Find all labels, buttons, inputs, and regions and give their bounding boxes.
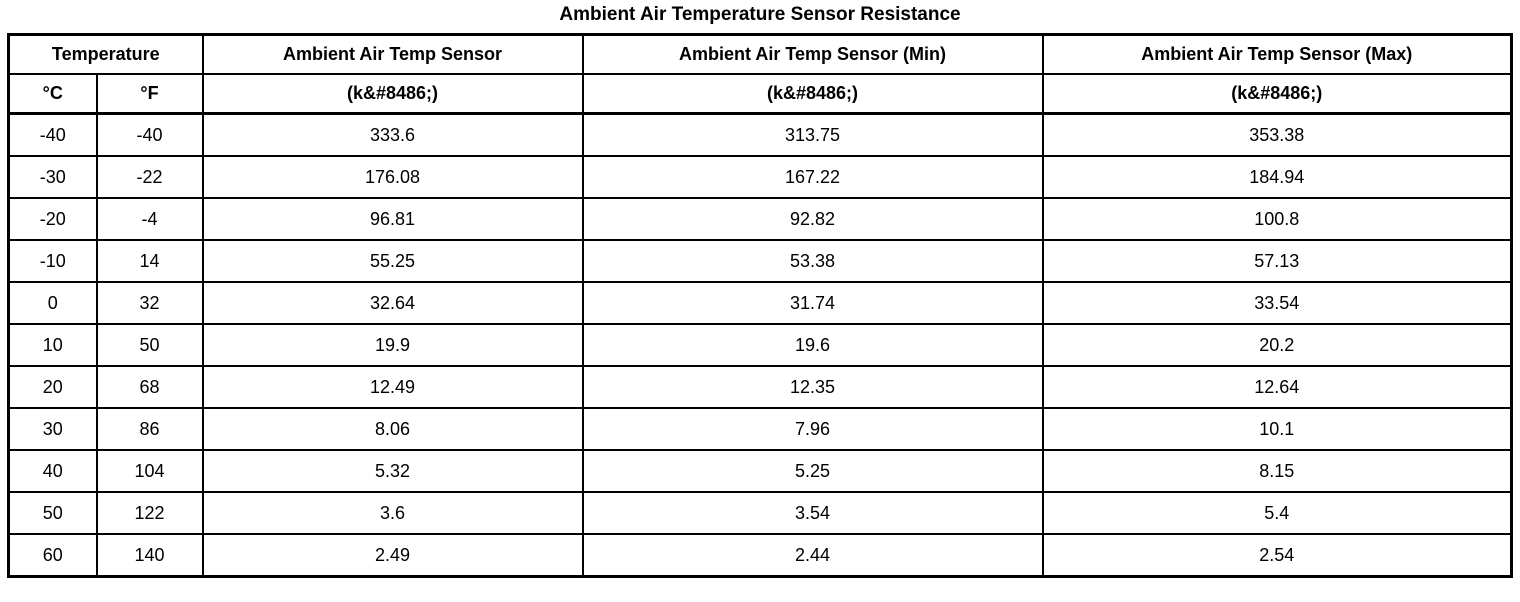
table-cell: 8.06 [201,407,584,451]
table-row: -30 -22 176.08 167.22 184.94 [7,155,1513,199]
header-sensor-max: Ambient Air Temp Sensor (Max) [1041,33,1513,75]
table-cell: 53.38 [581,239,1044,283]
table-cell: -40 [7,112,98,157]
table-cell: 12.35 [581,365,1044,409]
table-cell: 3.6 [201,491,584,535]
table-cell: 68 [95,365,204,409]
table-cell: 5.4 [1041,491,1513,535]
table-cell: 20 [7,365,98,409]
table-cell: 176.08 [201,155,584,199]
resistance-table: Temperature Ambient Air Temp Sensor Ambi… [7,33,1513,578]
table-cell: 32.64 [201,281,584,325]
table-cell: 55.25 [201,239,584,283]
table-row: 40 104 5.32 5.25 8.15 [7,449,1513,493]
table-row: -40 -40 333.6 313.75 353.38 [7,112,1513,157]
header-unit-fahrenheit: °F [95,73,204,115]
table-cell: 12.64 [1041,365,1513,409]
table-cell: -40 [95,112,204,157]
table-cell: 0 [7,281,98,325]
header-row-units: °C °F (k&#8486;) (k&#8486;) (k&#8486;) [7,73,1513,115]
table-cell: 5.32 [201,449,584,493]
header-unit-kohm-max: (k&#8486;) [1041,73,1513,115]
header-temperature: Temperature [7,33,204,75]
table-cell: -4 [95,197,204,241]
table-cell: 8.15 [1041,449,1513,493]
table-row: 0 32 32.64 31.74 33.54 [7,281,1513,325]
table-cell: 5.25 [581,449,1044,493]
table-row: -20 -4 96.81 92.82 100.8 [7,197,1513,241]
table-body: -40 -40 333.6 313.75 353.38 -30 -22 176.08 167.2… [7,112,1513,578]
table-cell: 7.96 [581,407,1044,451]
table-cell: 353.38 [1041,112,1513,157]
table-cell: 122 [95,491,204,535]
table-row: 20 68 12.49 12.35 12.64 [7,365,1513,409]
table-cell: 14 [95,239,204,283]
table-cell: 10 [7,323,98,367]
table-header: Temperature Ambient Air Temp Sensor Ambi… [7,33,1513,115]
table-cell: 140 [95,533,204,578]
table-cell: -20 [7,197,98,241]
table-cell: 3.54 [581,491,1044,535]
table-cell: 32 [95,281,204,325]
table-row: 60 140 2.49 2.44 2.54 [7,533,1513,578]
table-cell: 57.13 [1041,239,1513,283]
table-cell: 20.2 [1041,323,1513,367]
table-cell: 96.81 [201,197,584,241]
table-cell: 19.9 [201,323,584,367]
table-title: Ambient Air Temperature Sensor Resistanc… [559,4,961,25]
table-cell: 92.82 [581,197,1044,241]
table-cell: 2.44 [581,533,1044,578]
table-cell: 104 [95,449,204,493]
table-cell: 40 [7,449,98,493]
header-unit-kohm-min: (k&#8486;) [581,73,1044,115]
header-unit-kohm-sensor: (k&#8486;) [201,73,584,115]
table-cell: 313.75 [581,112,1044,157]
header-sensor-min: Ambient Air Temp Sensor (Min) [581,33,1044,75]
table-cell: 2.54 [1041,533,1513,578]
table-row: 30 86 8.06 7.96 10.1 [7,407,1513,451]
header-sensor: Ambient Air Temp Sensor [201,33,584,75]
header-unit-celsius: °C [7,73,98,115]
table-cell: 31.74 [581,281,1044,325]
table-cell: 333.6 [201,112,584,157]
header-row-groups: Temperature Ambient Air Temp Sensor Ambi… [7,33,1513,75]
table-cell: 12.49 [201,365,584,409]
table-cell: 184.94 [1041,155,1513,199]
table-cell: -30 [7,155,98,199]
table-cell: 60 [7,533,98,578]
table-cell: 86 [95,407,204,451]
table-cell: 10.1 [1041,407,1513,451]
table-cell: 50 [7,491,98,535]
table-cell: 19.6 [581,323,1044,367]
table-row: 10 50 19.9 19.6 20.2 [7,323,1513,367]
table-cell: 100.8 [1041,197,1513,241]
table-cell: -10 [7,239,98,283]
table-cell: 167.22 [581,155,1044,199]
table-row: 50 122 3.6 3.54 5.4 [7,491,1513,535]
table-row: -10 14 55.25 53.38 57.13 [7,239,1513,283]
table-cell: 30 [7,407,98,451]
table-cell: -22 [95,155,204,199]
table-cell: 2.49 [201,533,584,578]
table-cell: 33.54 [1041,281,1513,325]
table-cell: 50 [95,323,204,367]
